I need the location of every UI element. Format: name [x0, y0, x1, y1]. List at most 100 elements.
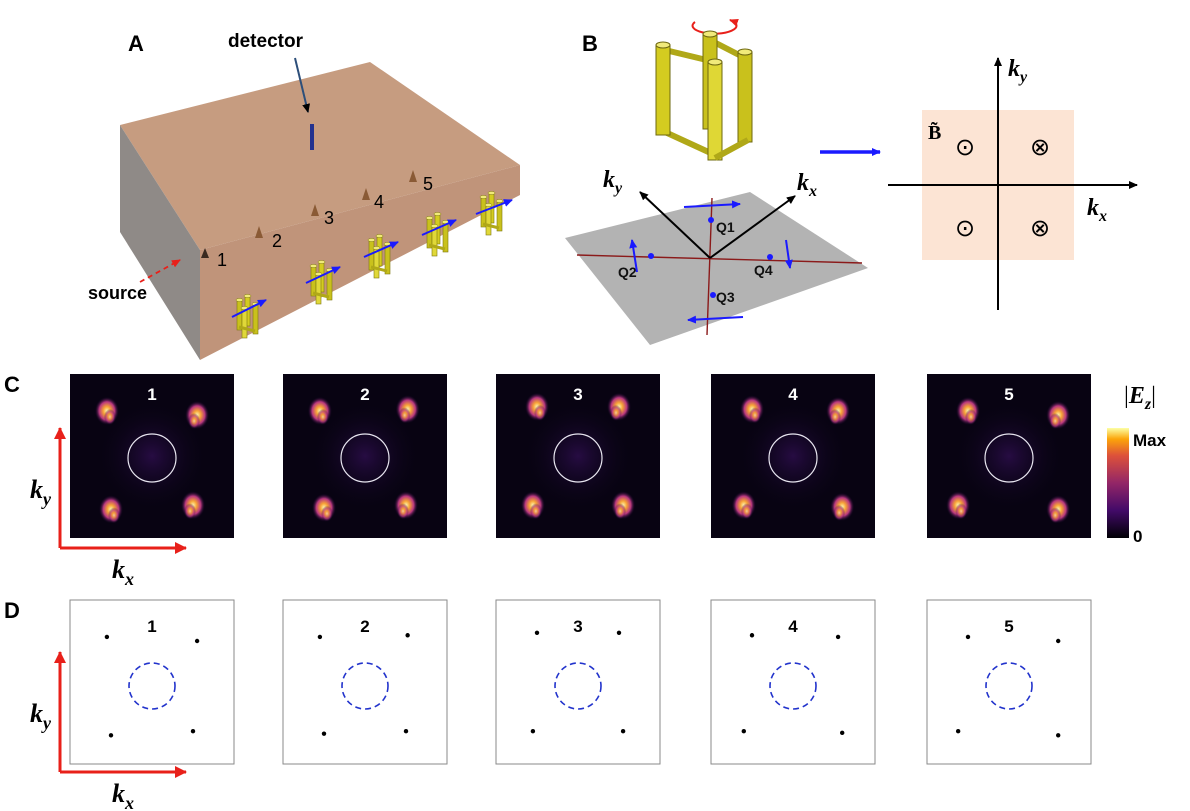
- c-frame-light-cone: [984, 433, 1034, 483]
- c-frame-light-cone: [127, 433, 177, 483]
- d-frame-light-cone: [769, 662, 817, 710]
- d-frame-number: 3: [573, 617, 582, 636]
- c-frame-hotspot-tail: [316, 408, 329, 425]
- c-frame-hotspot-tail: [529, 503, 542, 520]
- d-frame-number: 2: [360, 617, 369, 636]
- d-frame-5: 5: [926, 599, 1092, 765]
- rod-cluster-3: [363, 232, 399, 280]
- panel-c: C ky kx 1 2 3 4 5 |Ez| Max 0: [4, 372, 1167, 589]
- c-frame-light-cone: [340, 433, 390, 483]
- d-frame-light-cone: [128, 662, 176, 710]
- detector-probe: [310, 124, 314, 150]
- c-ky-label: ky: [30, 475, 52, 509]
- panel-d-label: D: [4, 598, 20, 623]
- c-frame-hotspot-tail: [740, 503, 753, 520]
- c-frame-number: 5: [1004, 385, 1013, 404]
- d-frame-point: [965, 634, 971, 640]
- c-frame-4: 4: [711, 374, 875, 538]
- q4-label: Q4: [754, 262, 773, 278]
- d-frame-point: [104, 634, 110, 640]
- position-label-2: 2: [272, 231, 282, 251]
- c-frame-hotspot-tail: [614, 503, 627, 520]
- bz-plane: [565, 192, 868, 345]
- rod-cluster-4: [421, 210, 457, 258]
- q1-label: Q1: [716, 219, 735, 235]
- colorbar: [1107, 428, 1129, 538]
- d-frame-point: [321, 731, 327, 736]
- position-label-4: 4: [374, 192, 384, 212]
- d-frame-point: [317, 634, 323, 640]
- c-frame-number: 1: [147, 385, 156, 404]
- position-marker-5: [409, 170, 417, 182]
- c-frame-hotspot-tail: [398, 407, 411, 424]
- q1-arrow: [683, 200, 741, 209]
- d-frame-1: 1: [69, 599, 235, 765]
- c-frames: 1 2 3 4 5: [70, 374, 1091, 538]
- d-frame-point: [749, 633, 755, 638]
- c-frame-light-cone: [553, 433, 603, 483]
- c-frame-hotspot-tail: [833, 504, 846, 521]
- q2-label: Q2: [618, 264, 637, 280]
- q2-point: [648, 253, 654, 259]
- position-label-3: 3: [324, 208, 334, 228]
- position-marker-2: [255, 226, 263, 238]
- d-frame-2: 2: [282, 599, 448, 765]
- rotation-arrow: [691, 18, 739, 35]
- c-frame-hotspot-tail: [397, 503, 409, 520]
- out-of-plane-symbol-lower-left: ⊙: [955, 214, 975, 242]
- d-frame-point: [190, 729, 196, 734]
- position-marker-1: [201, 248, 209, 258]
- c-frame-hotspot-tail: [108, 507, 120, 524]
- detector-label: detector: [228, 31, 304, 52]
- q1-point: [708, 217, 714, 223]
- c-frame-hotspot-tail: [955, 503, 968, 520]
- q4-arrow: [784, 239, 793, 269]
- kx-axis-3d: [709, 195, 796, 259]
- d-frame-point: [840, 730, 845, 736]
- d-frame-number: 5: [1004, 617, 1013, 636]
- detector-arrow: [294, 57, 311, 113]
- c-frame-hotspot-tail: [534, 404, 546, 421]
- c-frame-number: 2: [360, 385, 369, 404]
- colorbar-max-label: Max: [1133, 431, 1167, 450]
- d-frames: 1 2 3 4 5: [69, 599, 1092, 765]
- d-frame-point: [955, 729, 961, 734]
- bz-axis-line-1: [576, 254, 863, 264]
- d-frame-light-cone: [341, 662, 389, 710]
- block-top-face: [120, 62, 520, 250]
- d-frame-border: [710, 599, 876, 765]
- c-frame-hotspot-tail: [321, 505, 333, 522]
- kx-axis-2d-label: kx: [1087, 195, 1107, 225]
- c-frame-hotspot-tail: [184, 503, 196, 520]
- into-plane-symbol-lower-right: ⊗: [1030, 214, 1050, 242]
- unit-cell-rods: [655, 18, 753, 161]
- q3-label: Q3: [716, 289, 735, 305]
- c-frame-hotspot-tail: [749, 407, 761, 424]
- panel-d: D ky kx 1 2 3 4 5: [4, 598, 1092, 811]
- into-plane-symbol-upper-right: ⊗: [1030, 133, 1050, 161]
- d-frame-point: [1056, 638, 1061, 644]
- q3-point: [710, 292, 716, 298]
- panel-a-label: A: [128, 31, 144, 56]
- position-marker-4: [362, 188, 370, 200]
- c-frame-number: 4: [788, 385, 798, 404]
- c-frame-hotspot-tail: [103, 408, 116, 425]
- d-frame-point: [835, 634, 841, 640]
- panel-a: A detector 1 2 3 4 5 source: [88, 31, 520, 360]
- panel-b-label: B: [582, 31, 598, 56]
- panel-b: B ky kx Q1 Q2: [565, 18, 1138, 345]
- rod-cluster-5: [475, 189, 513, 237]
- d-frame-border: [282, 599, 448, 765]
- c-frame-haze: [953, 400, 1065, 512]
- c-frame-haze: [737, 400, 849, 512]
- ky-axis-3d-label: ky: [603, 167, 623, 197]
- out-of-plane-symbol-upper-left: ⊙: [955, 133, 975, 161]
- d-frame-light-cone: [554, 662, 602, 710]
- source-label: source: [88, 283, 147, 303]
- d-frame-number: 4: [788, 617, 798, 636]
- c-frame-haze: [96, 400, 208, 512]
- c-frame-hotspot-tail: [188, 413, 201, 429]
- ky-axis-2d-label: ky: [1008, 56, 1028, 86]
- d-frame-border: [926, 599, 1092, 765]
